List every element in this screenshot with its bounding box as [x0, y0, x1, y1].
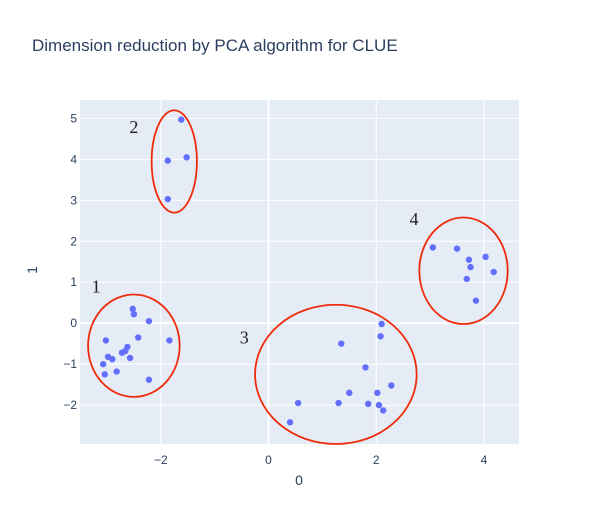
scatter-point — [122, 347, 129, 355]
scatter-point — [102, 337, 110, 344]
scatter-point — [145, 376, 153, 383]
scatter-point — [294, 399, 302, 407]
scatter-point — [380, 407, 387, 414]
x-tick-label: 4 — [481, 453, 488, 467]
scatter-point — [463, 275, 470, 283]
scatter-point — [335, 399, 342, 407]
grid-lines — [80, 100, 519, 444]
scatter-point — [129, 305, 136, 313]
scatter-point — [453, 245, 461, 252]
x-tick-label: 0 — [265, 453, 272, 467]
scatter-point — [109, 356, 116, 363]
group-annotations: 2 1 3 4 — [87, 109, 509, 445]
scatter-point — [126, 354, 134, 362]
y-tick-label: 4 — [70, 152, 77, 166]
scatter-point — [377, 333, 384, 340]
scatter-point — [346, 389, 353, 397]
scatter-point — [490, 268, 497, 276]
y-tick-label: 0 — [70, 316, 77, 330]
scatter-point — [145, 317, 153, 325]
x-axis-ticks: −2 0 2 4 — [154, 453, 488, 467]
scatter-point — [164, 195, 171, 203]
y-tick-label: 2 — [70, 234, 77, 248]
group-label: 3 — [240, 328, 249, 348]
scatter-point — [362, 364, 369, 371]
y-tick-label: −2 — [63, 398, 77, 412]
scatter-point — [429, 244, 437, 251]
scatter-point — [183, 154, 190, 161]
scatter-point — [374, 389, 381, 397]
chart-title: Dimension reduction by PCA algorithm for… — [32, 36, 398, 55]
y-tick-label: 5 — [70, 111, 77, 125]
scatter-point — [134, 334, 142, 341]
y-tick-label: −1 — [63, 357, 77, 371]
scatter-point — [364, 400, 372, 408]
plot-area — [80, 100, 519, 444]
scatter-points — [99, 116, 497, 426]
scatter-point — [130, 310, 138, 318]
scatter-point — [375, 401, 383, 409]
y-axis-ticks: −2 −1 0 1 2 3 4 5 — [63, 111, 77, 412]
group-label: 4 — [409, 209, 418, 229]
scatter-point — [286, 419, 294, 426]
scatter-point — [166, 337, 173, 344]
y-tick-label: 1 — [70, 275, 77, 289]
scatter-point — [472, 297, 480, 304]
y-axis-label: 1 — [24, 266, 40, 274]
x-tick-label: −2 — [154, 453, 168, 467]
group-ellipse — [150, 109, 198, 214]
scatter-point — [465, 256, 473, 263]
group-ellipse — [418, 216, 509, 325]
scatter-point — [467, 263, 474, 271]
scatter-point — [113, 368, 120, 375]
x-axis-label: 0 — [295, 472, 303, 488]
scatter-point — [99, 360, 107, 368]
scatter-point — [101, 371, 108, 378]
y-tick-label: 3 — [70, 193, 77, 207]
scatter-point — [164, 157, 171, 164]
scatter-point — [482, 253, 489, 261]
group-label: 2 — [129, 117, 138, 137]
scatter-point — [378, 320, 385, 328]
group-ellipse — [87, 293, 181, 398]
x-tick-label: 2 — [373, 453, 380, 467]
scatter-point — [178, 116, 185, 123]
scatter-point — [388, 382, 395, 389]
group-ellipse — [254, 303, 418, 445]
scatter-point — [338, 340, 345, 347]
group-label: 1 — [92, 276, 101, 296]
